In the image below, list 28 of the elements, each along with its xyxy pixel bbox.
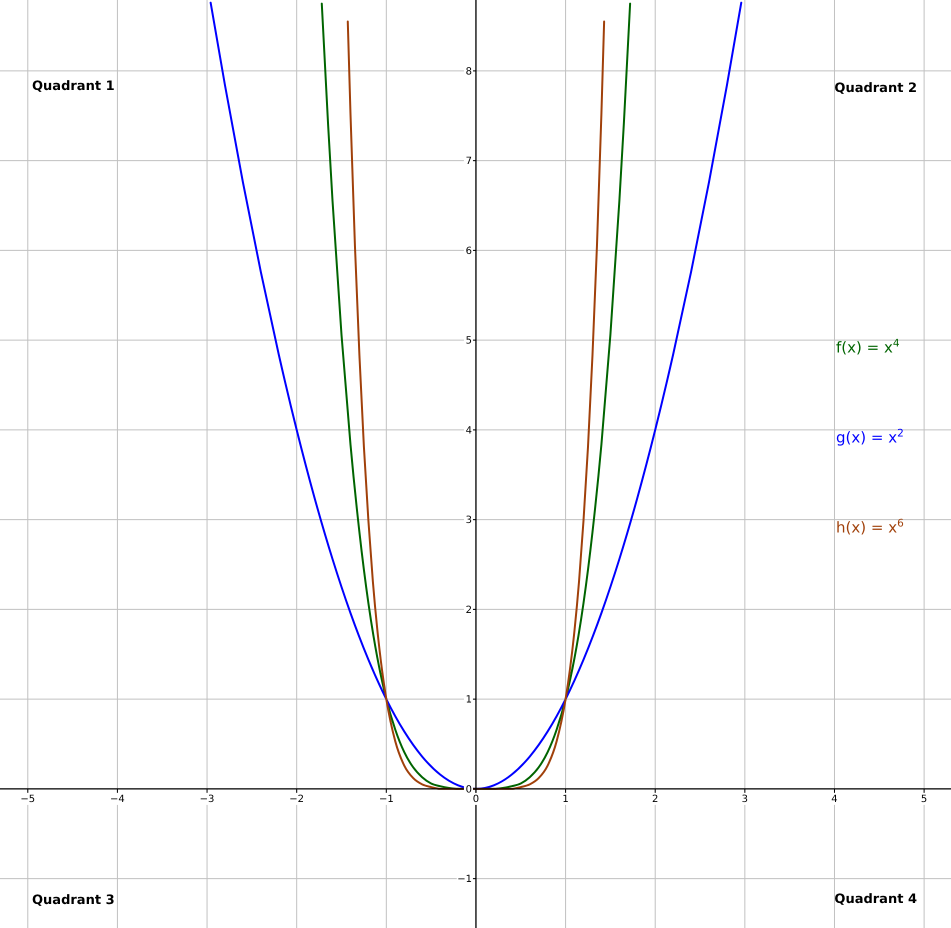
- y-tick-label: 7: [466, 156, 472, 168]
- y-tick-label: −1: [457, 874, 472, 886]
- annotation: Quadrant 4: [834, 892, 917, 907]
- annotation: Quadrant 3: [32, 893, 115, 908]
- x-tick-label: 2: [652, 794, 658, 805]
- text: g(x) = x$^{2}$: [836, 428, 904, 447]
- y-tick-label: 8: [466, 66, 472, 78]
- x-tick-label: −5: [20, 794, 36, 805]
- y-tick-label: 0: [466, 784, 472, 796]
- x-tick-label: 4: [831, 794, 838, 805]
- x-tick-label: −2: [289, 794, 304, 805]
- y-tick-label: 1: [466, 694, 472, 706]
- x-tick-label: 1: [562, 794, 569, 805]
- text: f(x) = x$^{4}$: [836, 338, 900, 357]
- y-tick-label: 6: [466, 246, 472, 257]
- annotation: Quadrant 1: [32, 79, 115, 94]
- x-tick-label: −1: [378, 794, 394, 805]
- text: h(x) = x$^{6}$: [836, 518, 904, 537]
- x-tick-label: 5: [920, 794, 928, 805]
- annotation: Quadrant 2: [834, 81, 917, 96]
- x-tick-label: 0: [472, 794, 480, 805]
- y-tick-label: 3: [466, 515, 472, 526]
- y-tick-label: 5: [466, 336, 472, 347]
- y-tick-label: 4: [466, 425, 472, 436]
- x-tick-label: −3: [200, 794, 214, 805]
- y-tick-label: 2: [466, 604, 472, 616]
- x-tick-label: −4: [110, 794, 125, 805]
- x-tick-label: 3: [742, 794, 748, 805]
